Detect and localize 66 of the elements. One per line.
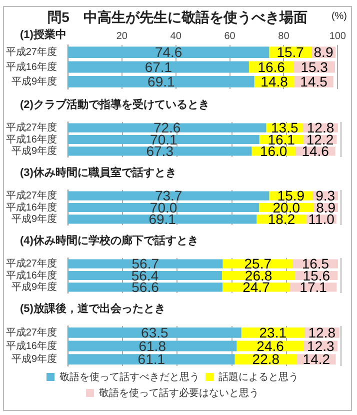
y-tick-label: 平成9年度 (11, 212, 57, 225)
bar (68, 76, 254, 88)
legend-label: 話題によると思う (218, 370, 298, 383)
data-label: 8.9 (314, 44, 334, 60)
bar (68, 134, 260, 144)
data-label: 16.5 (302, 256, 330, 272)
legend-label: 敬語を使って話す必要はないと思う (99, 386, 259, 399)
x-axis-title: (%) (331, 10, 347, 24)
y-tick-label: 平成16年度 (6, 340, 57, 352)
chart-subtitle: (4)休み時間に学校の廊下で話すとき (19, 234, 200, 249)
bar (68, 282, 223, 292)
data-label: 25.7 (244, 256, 272, 272)
bar (68, 202, 260, 212)
bar (68, 191, 270, 200)
bar (68, 270, 222, 280)
legend-label: 敬語を使って話すべきだと思う (60, 370, 200, 383)
chart-subtitle: (1)授業中 (19, 28, 66, 43)
data-label: 14.2 (302, 351, 330, 368)
chart-title: 問5 中高生が先生に敬語を使うべき場面 (48, 9, 308, 25)
bar (68, 354, 235, 365)
y-tick-label: 平成27年度 (6, 326, 57, 338)
y-tick-label: 平成27年度 (6, 122, 57, 134)
data-label: 67.1 (144, 58, 172, 75)
y-tick-label: 平成16年度 (6, 201, 57, 214)
bar (68, 259, 223, 268)
y-tick-label: 平成27年度 (6, 46, 57, 58)
x-tick-label: 60 (224, 30, 236, 42)
data-label: 16.0 (260, 143, 288, 160)
bar (68, 46, 270, 58)
y-tick-label: 平成9年度 (11, 280, 57, 293)
x-tick-label: 20 (116, 30, 128, 42)
x-tick-label: 80 (278, 30, 290, 42)
data-label: 22.8 (252, 351, 280, 368)
data-label: 14.5 (300, 74, 328, 90)
bar (68, 146, 252, 156)
data-label: 15.3 (300, 58, 328, 75)
bar (68, 327, 242, 338)
chart-subtitle: (2)クラブ活動で指導を受けているとき (19, 98, 210, 113)
data-label: 14.6 (302, 143, 330, 160)
data-label: 9.3 (316, 188, 336, 204)
x-tick-label: 40 (170, 30, 182, 42)
chart-subtitle: (3)休み時間に職員室で話すとき (19, 166, 178, 181)
data-label: 16.6 (258, 58, 286, 75)
bar (68, 61, 249, 73)
y-tick-label: 平成9年度 (11, 144, 57, 157)
data-label: 12.3 (307, 338, 334, 354)
y-tick-label: 平成16年度 (6, 133, 57, 146)
data-label: 69.1 (148, 74, 176, 90)
bar (68, 340, 237, 352)
y-tick-label: 平成27年度 (6, 258, 57, 270)
data-label: 74.6 (154, 44, 182, 60)
bar (68, 123, 266, 132)
chart-subtitle: (5)放課後，道で出会ったとき (19, 302, 166, 317)
data-label: 15.9 (277, 188, 305, 204)
y-tick-label: 平成9年度 (11, 75, 57, 88)
data-label: 61.1 (138, 351, 166, 368)
y-tick-label: 平成16年度 (6, 269, 57, 282)
x-tick-label: 100 (329, 30, 346, 42)
y-tick-label: 平成16年度 (6, 60, 57, 73)
data-label: 13.5 (271, 120, 298, 136)
y-tick-label: 平成9年度 (11, 353, 57, 366)
y-tick-label: 平成27年度 (6, 190, 57, 202)
data-label: 14.8 (260, 74, 288, 90)
data-label: 12.8 (306, 120, 334, 136)
data-label: 15.7 (276, 44, 304, 60)
bar (68, 214, 257, 224)
